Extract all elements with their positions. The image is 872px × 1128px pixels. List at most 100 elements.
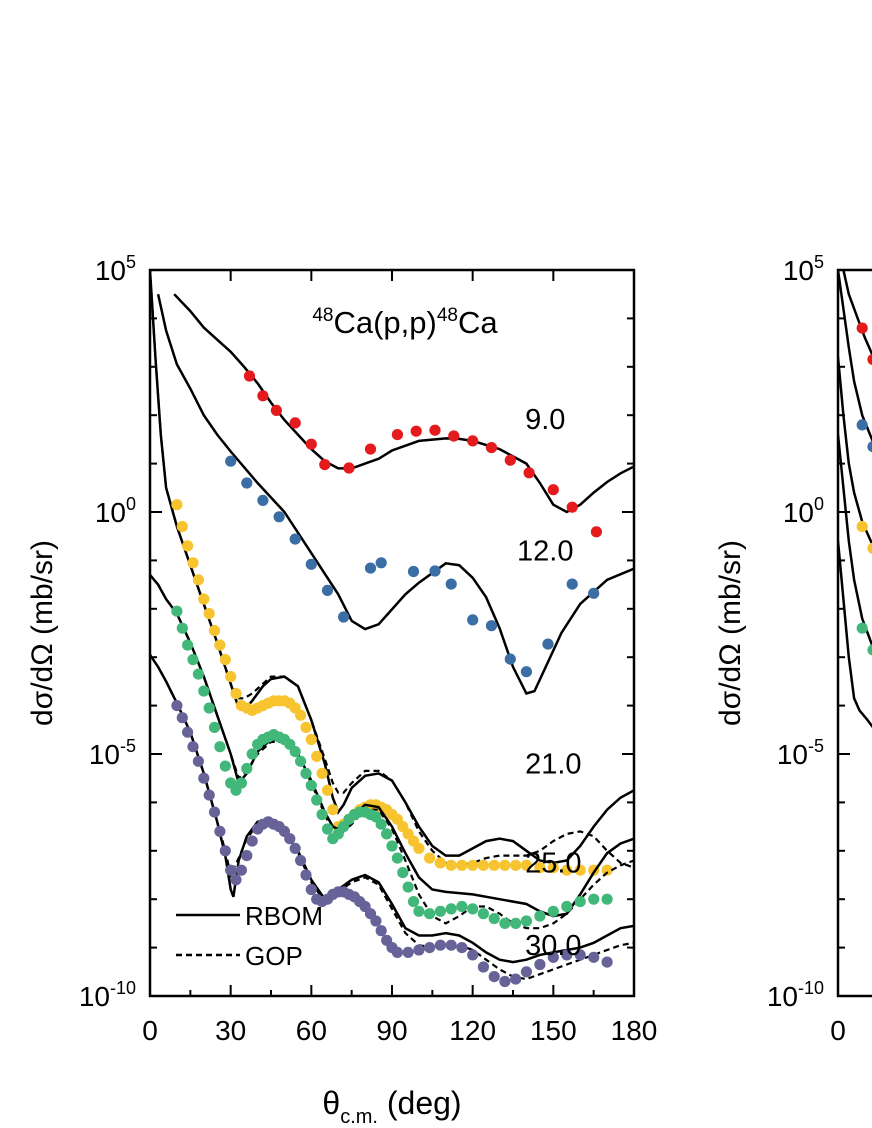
left-data-point-12-0-9	[375, 557, 387, 569]
right-y-tick-label: 105	[783, 252, 824, 286]
left-data-point-21-0-59	[574, 864, 586, 876]
title-main-1: Ca(p,p)	[333, 305, 436, 340]
left-data-point-21-0-55	[520, 859, 533, 871]
left-data-point-21-0-27	[316, 767, 328, 780]
left-data-point-30-0-56	[561, 949, 573, 961]
left-data-point-12-0-19	[588, 587, 600, 599]
left-data-point-21-0-1	[176, 520, 188, 533]
left-data-point-25-0-12	[235, 777, 247, 789]
left-data-point-25-0-39	[381, 828, 393, 840]
right-rbom-curve-4	[838, 540, 872, 729]
energy-label-25-0: 25.0	[525, 848, 581, 880]
left-rbom-curve-9-0	[173, 293, 634, 514]
left-data-point-30-0-59	[601, 956, 613, 968]
left-data-point-25-0-9	[219, 760, 231, 772]
left-x-tick-label: 0	[142, 1015, 158, 1046]
left-data-point-21-0-7	[208, 625, 221, 637]
left-data-point-30-0-9	[219, 845, 231, 857]
left-data-point-12-0-4	[289, 533, 301, 545]
x-axis-label-theta: θ	[322, 1085, 340, 1121]
left-y-ticks: 105 100 10-5 10-10	[79, 252, 634, 1012]
left-x-tick-label: 60	[296, 1015, 327, 1046]
left-data-point-30-0-8	[214, 825, 226, 838]
left-data-point-25-0-1	[176, 622, 188, 634]
left-data-point-21-0-10	[225, 671, 237, 683]
left-data-point-12-0-6	[321, 584, 334, 597]
left-data-point-30-0-1	[176, 712, 188, 724]
left-data-point-30-0-37	[370, 915, 382, 927]
left-data-point-9-0-5	[319, 459, 331, 471]
right-y-ticks: 105 100 10-5 10-10	[767, 252, 850, 1012]
energy-label-12-0: 12.0	[517, 535, 573, 567]
left-data-point-21-0-50	[467, 859, 479, 871]
left-data-point-25-0-43	[402, 881, 414, 893]
right-data-point-0-0	[856, 322, 868, 334]
right-data-point-2-0	[856, 520, 868, 533]
left-data-point-30-0-44	[424, 942, 436, 954]
left-data-point-25-0-55	[520, 915, 533, 927]
left-data-point-25-0-6	[203, 702, 215, 714]
left-data-point-30-0-46	[445, 939, 457, 951]
x-axis-label: θc.m. (deg)	[322, 1085, 461, 1128]
left-data-point-25-0-41	[391, 852, 403, 864]
left-data-point-30-0-58	[588, 951, 600, 963]
legend-label-rbom: RBOM	[245, 901, 323, 931]
left-data-point-21-0-24	[300, 721, 312, 734]
left-data-point-9-0-17	[566, 501, 578, 513]
left-y-tick-label: 105	[95, 252, 136, 286]
left-data-point-21-0-45	[413, 842, 425, 855]
legend-label-gop: GOP	[245, 941, 303, 971]
left-y-tick-label: 10-5	[89, 736, 136, 770]
left-plot-content	[150, 270, 634, 988]
left-data-point-30-0-22	[289, 842, 301, 855]
left-data-point-21-0-26	[311, 750, 323, 763]
left-data-point-30-0-55	[547, 951, 559, 963]
right-data-point-0-1	[867, 353, 872, 366]
left-data-point-9-0-4	[305, 438, 317, 450]
left-data-point-30-0-38	[375, 925, 387, 937]
right-plot-frame	[836, 268, 872, 998]
left-data-point-21-0-61	[601, 864, 613, 876]
left-x-tick-label: 120	[449, 1015, 496, 1046]
left-data-point-21-0-49	[456, 859, 468, 871]
left-data-point-21-0-58	[561, 864, 573, 876]
left-data-point-25-0-38	[375, 818, 387, 830]
left-data-point-25-0-51	[477, 908, 489, 920]
left-data-point-30-0-47	[456, 942, 468, 954]
left-data-point-30-0-45	[434, 939, 446, 951]
left-x-tick-label: 90	[376, 1015, 407, 1046]
left-data-point-30-0-7	[208, 806, 221, 818]
title-sup-1: 48	[312, 305, 333, 326]
left-data-point-12-0-10	[407, 565, 420, 578]
left-data-point-30-0-2	[182, 726, 194, 738]
left-data-point-21-0-47	[434, 857, 446, 869]
left-data-point-9-0-18	[590, 526, 603, 538]
left-data-point-25-0-42	[397, 867, 409, 879]
energy-label-30-0: 30.0	[525, 930, 581, 962]
left-data-point-12-0-18	[566, 578, 578, 590]
left-data-point-30-0-51	[499, 975, 511, 988]
left-data-point-12-0-5	[305, 558, 317, 570]
left-data-point-30-0-4	[192, 755, 204, 767]
left-data-point-21-0-48	[445, 859, 457, 871]
left-data-point-12-0-17	[542, 638, 554, 650]
energy-label-9-0: 9.0	[525, 404, 565, 436]
left-data-point-25-0-7	[208, 721, 221, 734]
right-panel: 0 105 100 10-5 10-10 dσ/dΩ (mb/sr)	[714, 252, 872, 1046]
left-data-point-21-0-4	[192, 574, 204, 586]
left-data-point-25-0-28	[321, 823, 334, 835]
right-y-axis-label: dσ/dΩ (mb/sr)	[714, 540, 747, 726]
left-data-point-9-0-8	[391, 429, 403, 441]
left-data-point-12-0-2	[257, 494, 269, 506]
left-data-point-9-0-1	[257, 390, 269, 402]
left-data-point-25-0-40	[386, 840, 398, 852]
left-data-point-25-0-2	[182, 639, 194, 651]
left-data-point-21-0-8	[214, 639, 226, 651]
left-data-point-9-0-6	[343, 462, 355, 474]
left-data-point-12-0-7	[338, 611, 350, 623]
left-data-point-12-0-1	[241, 477, 253, 489]
left-x-ticks: 0 30 60 90 120 150 180	[142, 270, 657, 1046]
right-y-tick-label: 10-10	[767, 978, 824, 1012]
right-x-tick-label: 0	[830, 1015, 846, 1046]
left-data-point-9-0-12	[467, 435, 479, 447]
